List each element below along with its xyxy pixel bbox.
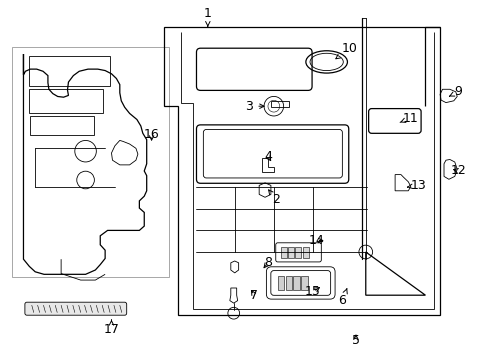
Text: 12: 12 [450,165,466,177]
Bar [302,247,308,258]
Bar [280,247,286,258]
Bar [293,276,299,290]
Bar [29,89,102,113]
Bar [295,247,301,258]
Bar [277,276,284,290]
Bar [285,276,291,290]
Bar [287,247,293,258]
Text: 11: 11 [399,112,418,125]
Text: 5: 5 [351,334,359,347]
Text: 15: 15 [305,285,320,298]
Bar [271,101,288,107]
Text: 1: 1 [203,7,211,26]
Bar [301,276,307,290]
Bar [12,47,168,277]
Bar [30,116,94,135]
Text: 3: 3 [245,100,264,113]
Text: 2: 2 [268,190,280,206]
Text: 17: 17 [103,320,119,336]
Text: 6: 6 [338,289,346,307]
Text: 13: 13 [407,179,425,192]
Text: 10: 10 [335,42,357,59]
Text: 14: 14 [308,234,324,247]
FancyBboxPatch shape [25,302,126,315]
Text: 8: 8 [264,256,271,269]
Text: 7: 7 [250,289,258,302]
Text: 16: 16 [143,129,159,141]
Bar [29,56,110,86]
Text: 4: 4 [264,150,271,163]
Text: 9: 9 [448,85,462,98]
